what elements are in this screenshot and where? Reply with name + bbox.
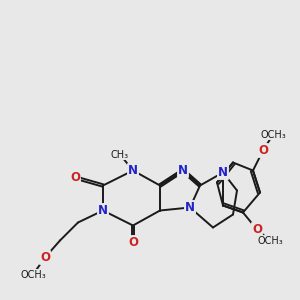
Text: N: N [218, 166, 228, 179]
Text: O: O [70, 171, 80, 184]
Text: OCH₃: OCH₃ [20, 269, 46, 280]
Text: O: O [128, 236, 138, 249]
Text: OCH₃: OCH₃ [257, 236, 283, 245]
Text: O: O [252, 223, 262, 236]
Text: O: O [258, 144, 268, 157]
Text: OCH₃: OCH₃ [260, 130, 286, 140]
Text: N: N [128, 164, 138, 177]
Text: N: N [185, 201, 195, 214]
Text: CH₃: CH₃ [111, 149, 129, 160]
Text: N: N [98, 204, 108, 217]
Text: N: N [178, 164, 188, 177]
Text: O: O [40, 251, 50, 264]
